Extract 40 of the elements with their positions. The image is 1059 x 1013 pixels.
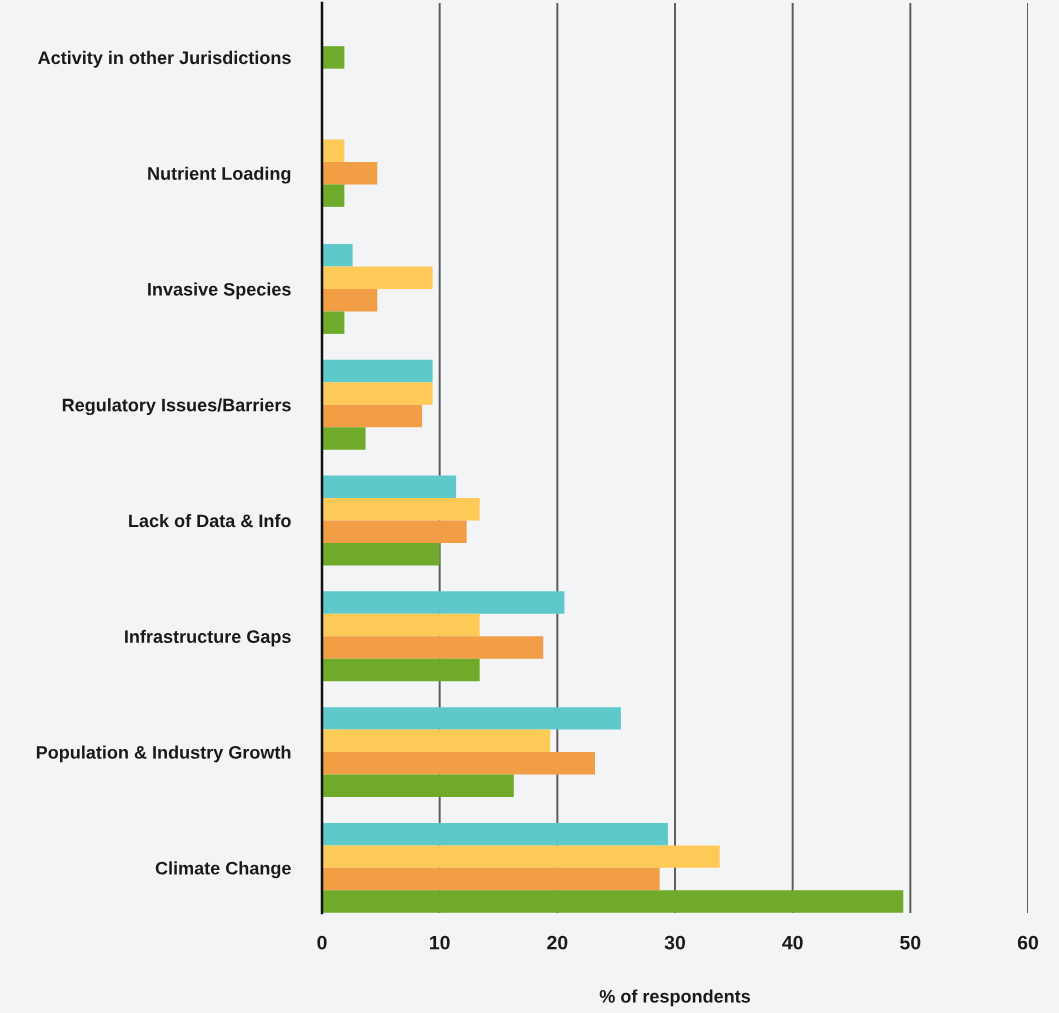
bar [322,845,720,868]
y-tick-label: Infrastructure Gaps [125,629,291,647]
bar [322,382,433,405]
x-tick-label: 20 [547,935,568,950]
x-tick-label: 60 [1017,935,1039,950]
bar [322,867,660,891]
bar [322,542,440,566]
bar [322,498,480,521]
bar [322,822,668,846]
bar [322,359,433,383]
bar [322,658,480,682]
y-tick-label: Population & Industry Growth [36,745,291,763]
bar [322,613,480,637]
bar [322,404,423,428]
y-tick-label: Activity in other Jurisdictions [38,50,291,68]
bar [322,890,904,913]
bar [322,288,378,312]
bar [322,520,467,543]
bar [322,311,345,334]
y-tick-label: Nutrient Loading [148,166,291,184]
x-tick-label: 30 [664,935,686,950]
bar [322,244,353,267]
bar [322,707,621,730]
bar [322,266,433,289]
y-tick-label: Invasive Species [148,282,291,300]
bar [322,752,595,775]
x-tick-label: 10 [430,935,450,950]
bar [322,427,366,450]
x-tick-label: 0 [317,935,327,950]
x-tick-label: 50 [900,935,921,950]
y-tick-label: Lack of Data & Info [129,513,291,528]
x-axis-title: % of respondents [599,989,751,1007]
bar [322,475,457,499]
bar [322,729,551,753]
bar [322,774,514,797]
bar [322,591,565,614]
bar [322,636,544,659]
y-tick-label: Climate Change [155,861,291,879]
y-tick-label: Regulatory Issues/Barriers [62,398,291,416]
x-tick-label: 40 [782,935,803,950]
